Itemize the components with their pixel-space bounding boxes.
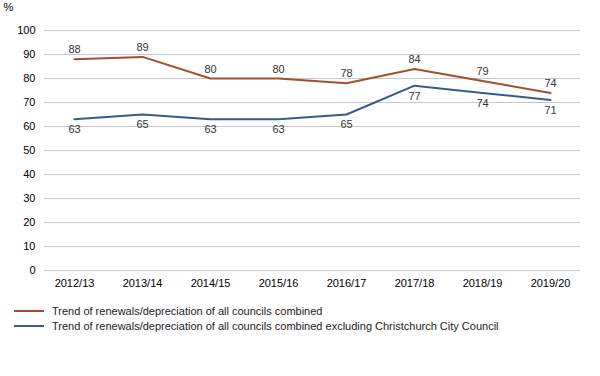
svg-text:84: 84 [408,53,420,65]
svg-text:%: % [4,1,14,13]
svg-text:88: 88 [68,43,80,55]
html-text:Trend of renewals/depreciation: Trend of renewals/depreciation of all co… [52,320,499,332]
svg-text:63: 63 [204,123,216,135]
svg-text:2013/14: 2013/14 [123,277,163,289]
svg-text:63: 63 [68,123,80,135]
svg-text:65: 65 [136,118,148,130]
svg-text:79: 79 [476,65,488,77]
svg-text:2015/16: 2015/16 [259,277,299,289]
svg-text:71: 71 [544,104,556,116]
svg-text:10: 10 [23,240,35,252]
svg-text:90: 90 [23,48,35,60]
svg-text:65: 65 [340,118,352,130]
html-text:Trend of renewals/depreciation: Trend of renewals/depreciation of all co… [52,305,323,317]
svg-text:30: 30 [23,192,35,204]
svg-text:2017/18: 2017/18 [395,277,435,289]
svg-text:40: 40 [23,168,35,180]
svg-text:77: 77 [408,90,420,102]
svg-text:89: 89 [136,41,148,53]
svg-text:78: 78 [340,67,352,79]
svg-text:74: 74 [544,77,556,89]
svg-text:2012/13: 2012/13 [55,277,95,289]
svg-text:2014/15: 2014/15 [191,277,231,289]
svg-text:20: 20 [23,216,35,228]
svg-text:80: 80 [272,63,284,75]
svg-text:74: 74 [476,97,488,109]
svg-text:80: 80 [204,63,216,75]
svg-text:2016/17: 2016/17 [327,277,367,289]
svg-text:80: 80 [23,72,35,84]
svg-text:63: 63 [272,123,284,135]
svg-text:100: 100 [17,24,35,36]
svg-text:2018/19: 2018/19 [463,277,503,289]
svg-text:60: 60 [23,120,35,132]
svg-text:50: 50 [23,144,35,156]
svg-text:2019/20: 2019/20 [531,277,571,289]
svg-text:0: 0 [29,264,35,276]
svg-text:70: 70 [23,96,35,108]
